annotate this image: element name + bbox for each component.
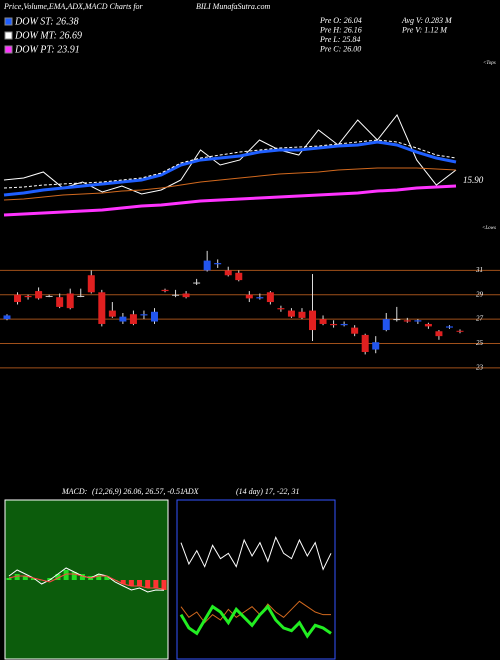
candle-body: [66, 293, 74, 309]
annotation: 15.90: [463, 175, 484, 185]
panel: [4, 499, 169, 660]
candle-body: [77, 295, 85, 297]
line: [3, 184, 457, 217]
candle-body: [393, 319, 401, 321]
candle-body: [435, 331, 443, 337]
histogram-bar: [71, 572, 77, 580]
histogram-bar: [55, 574, 61, 580]
candle-body: [445, 326, 453, 328]
candle-body: [309, 310, 317, 331]
annotation: <Tops: [483, 61, 496, 66]
candle-body: [193, 282, 201, 284]
candle-body: [319, 319, 327, 324]
candle-body: [203, 260, 211, 271]
legend-label: DOW PT: 23.91: [14, 44, 80, 55]
histogram-bar: [137, 580, 143, 586]
header-right: BILI MunafaSutra.com: [196, 2, 270, 11]
stat: Pre O: 26.04: [319, 16, 362, 25]
stat: Pre H: 26.16: [319, 25, 362, 34]
candle-body: [172, 294, 180, 296]
candle-body: [24, 295, 32, 298]
line: [3, 167, 457, 201]
candle-body: [351, 327, 359, 334]
candle-body: [256, 297, 264, 299]
candle-body: [214, 263, 222, 265]
candle-body: [266, 292, 274, 303]
candle-body: [245, 294, 253, 299]
header-left: Price,Volume,EMA,ADX,MACD Charts for: [3, 2, 144, 11]
histogram-bar: [145, 580, 151, 588]
candle-body: [330, 323, 338, 326]
legend-swatch: [4, 31, 13, 40]
panel-params: (12,26,9) 26.06, 26.57, -0.51: [92, 487, 184, 496]
candle-body: [277, 308, 285, 310]
histogram-bar: [63, 570, 69, 580]
candle-body: [414, 320, 422, 322]
line: [3, 140, 457, 197]
y-tick-label: 29: [476, 290, 484, 298]
y-tick-label: 27: [476, 315, 484, 323]
histogram-bar: [22, 576, 28, 580]
histogram-bar: [14, 574, 20, 580]
histogram-bar: [104, 576, 110, 580]
stat: Avg V: 0.283 M: [401, 16, 453, 25]
stat: Pre C: 26.00: [319, 44, 361, 53]
histogram-bar: [47, 578, 53, 580]
candle-body: [129, 314, 137, 324]
line: [8, 573, 165, 590]
candle-body: [140, 314, 148, 316]
candle-body: [35, 291, 43, 299]
candle-body: [87, 275, 95, 293]
candle-body: [361, 334, 369, 352]
legend-label: DOW ST: 26.38: [14, 16, 79, 27]
histogram-bar: [79, 574, 85, 580]
candle-body: [119, 316, 127, 322]
candle-body: [340, 323, 348, 326]
y-tick-label: 23: [476, 363, 484, 371]
candle-body: [56, 297, 64, 307]
histogram-bar: [6, 578, 12, 580]
candle-body: [161, 289, 169, 292]
histogram-bar: [120, 580, 126, 584]
candle-body: [98, 292, 106, 324]
histogram-bar: [30, 578, 36, 580]
line: [3, 139, 457, 189]
histogram-bar: [161, 580, 167, 590]
histogram-bar: [153, 580, 159, 588]
candle-body: [424, 323, 432, 327]
candle-body: [456, 330, 464, 332]
legend-swatch: [4, 45, 13, 54]
panel-label: MACD:: [61, 487, 88, 496]
y-tick-label: 31: [475, 266, 483, 274]
line: [180, 536, 332, 571]
candle-body: [235, 272, 243, 281]
candle-body: [287, 310, 295, 317]
panel-label: ADX: [182, 487, 200, 496]
stat: Pre L: 25.84: [319, 35, 360, 44]
candle-body: [403, 320, 411, 322]
candle-body: [182, 293, 190, 298]
candle-body: [108, 310, 116, 317]
panel: [176, 499, 336, 660]
line: [180, 600, 331, 624]
panel-params: (14 day) 17, -22, 31: [236, 487, 300, 496]
histogram-bar: [128, 580, 134, 586]
candle-body: [372, 342, 380, 350]
candle-body: [3, 315, 11, 320]
legend-label: DOW MT: 26.69: [14, 30, 82, 41]
annotation: <Lows: [482, 226, 496, 231]
legend-swatch: [4, 17, 13, 26]
candle-body: [150, 311, 158, 322]
candle-body: [14, 294, 22, 303]
y-tick-label: 25: [476, 339, 484, 347]
candle-body: [224, 270, 232, 276]
candle-body: [382, 319, 390, 331]
stat: Pre V: 1.12 M: [401, 25, 448, 34]
candle-body: [298, 311, 306, 318]
candle-body: [45, 295, 53, 297]
line: [179, 604, 332, 639]
histogram-bar: [96, 574, 102, 580]
